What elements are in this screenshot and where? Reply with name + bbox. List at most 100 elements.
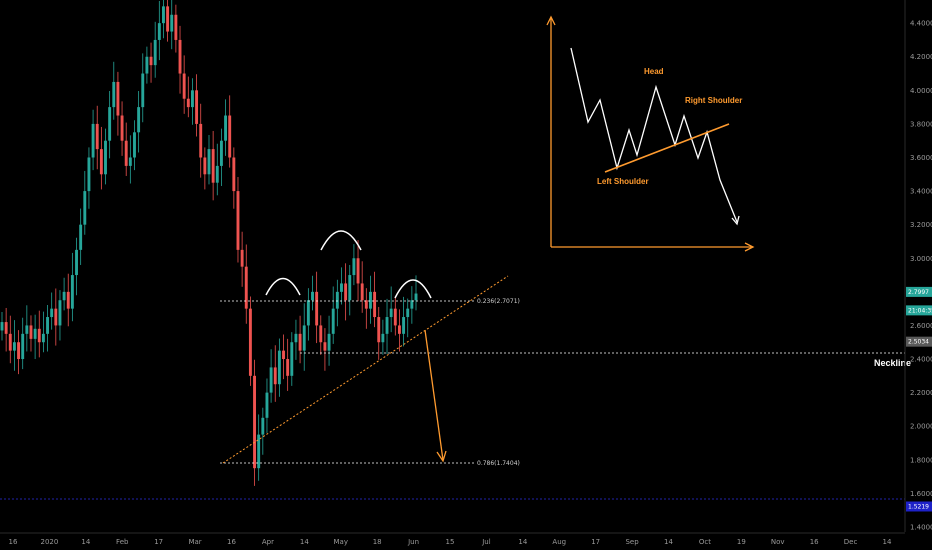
candle-body xyxy=(236,191,240,250)
candle-body xyxy=(62,291,66,301)
price-tick-label: 3.4000 xyxy=(910,188,932,196)
candles-layer xyxy=(0,0,418,486)
uptrend-line xyxy=(222,275,509,464)
price-tag-label: 2.7997 xyxy=(908,289,929,296)
price-tick-label: 4.2000 xyxy=(910,53,932,61)
time-tick-label: Dec xyxy=(844,538,858,546)
candle-body xyxy=(190,90,194,108)
candle-body xyxy=(356,258,360,284)
candle-body xyxy=(335,291,339,309)
candle-body xyxy=(286,359,290,376)
price-tag-label: 21:04:35 xyxy=(908,307,932,314)
candle-body xyxy=(265,392,269,418)
candle-body xyxy=(195,90,199,124)
candle-body xyxy=(153,39,157,66)
fib-level-0236-label: 0.236(2.7071) xyxy=(477,298,520,305)
price-tick-label: 1.8000 xyxy=(910,456,932,464)
candle-body xyxy=(128,157,132,166)
price-tick-label: 4.0000 xyxy=(910,87,932,95)
candle-body xyxy=(25,325,29,334)
time-tick-label: 17 xyxy=(154,538,163,546)
candle-body xyxy=(319,325,323,343)
candle-body xyxy=(244,266,248,309)
candle-body xyxy=(240,249,244,267)
time-tick-label: Apr xyxy=(262,538,274,546)
inset-right-shoulder-label: Right Shoulder xyxy=(685,96,742,105)
price-tag-box xyxy=(906,305,932,316)
candle-body xyxy=(186,98,190,108)
candle-body xyxy=(369,291,372,309)
candle-body xyxy=(133,132,136,158)
price-tag-box xyxy=(906,501,932,512)
annotations-layer: 0.236(2.7071) 0.786(1.7404) Neckline xyxy=(0,230,911,500)
candle-body xyxy=(157,23,161,40)
candle-body xyxy=(410,300,414,309)
candle-body xyxy=(95,123,99,150)
candle-body xyxy=(402,317,406,334)
candle-body xyxy=(104,140,107,175)
time-tick-label: 14 xyxy=(518,538,527,546)
candle-body xyxy=(327,333,331,351)
candle-body xyxy=(311,291,314,301)
inset-price-arrowhead xyxy=(731,215,740,226)
price-tags: 2.7997 21:04:35 2.5034 1.5219 xyxy=(906,286,932,512)
candle-body xyxy=(0,322,4,331)
time-tick-label: 2020 xyxy=(41,538,59,546)
candle-body xyxy=(124,140,128,166)
candle-body xyxy=(248,308,252,376)
candle-body xyxy=(141,73,145,108)
price-tick-label: 2.0000 xyxy=(910,423,932,431)
fib-level-0786-label: 0.786(1.7404) xyxy=(477,460,520,467)
candle-body xyxy=(282,350,285,360)
candle-body xyxy=(215,165,219,183)
candle-body xyxy=(145,56,149,74)
price-tick-label: 1.4000 xyxy=(910,523,932,531)
candle-body xyxy=(302,325,306,351)
inset-x-axis-arrowhead xyxy=(744,242,755,252)
candle-body xyxy=(360,283,364,301)
candle-body xyxy=(178,39,182,74)
time-tick-label: Sep xyxy=(625,538,639,546)
candle-body xyxy=(306,300,310,326)
price-tag-label: 2.5034 xyxy=(908,339,929,346)
time-tick-label: Jul xyxy=(481,538,491,546)
candle-body xyxy=(261,417,265,435)
candle-body xyxy=(414,293,418,301)
candle-body xyxy=(352,258,356,276)
candle-body xyxy=(170,14,174,32)
price-tag-box xyxy=(906,336,932,347)
time-tick-label: 17 xyxy=(591,538,600,546)
time-tick-label: May xyxy=(334,538,348,546)
candle-body xyxy=(120,115,124,141)
candle-body xyxy=(108,107,112,141)
candle-body xyxy=(203,157,207,175)
candle-body xyxy=(294,333,298,343)
candle-body xyxy=(219,140,223,166)
candle-body xyxy=(54,308,58,326)
candle-body xyxy=(17,342,21,360)
candle-body xyxy=(75,249,78,276)
candle-body xyxy=(182,73,186,99)
time-tick-label: Oct xyxy=(699,538,711,546)
candle-body xyxy=(340,283,343,292)
candle-body xyxy=(228,115,232,158)
candle-body xyxy=(377,317,381,343)
price-tick-label: 3.2000 xyxy=(910,221,932,229)
candle-body xyxy=(397,325,401,334)
head-arc xyxy=(320,230,362,251)
neckline-label: Neckline xyxy=(874,358,911,368)
candle-body xyxy=(4,322,8,334)
candle-body xyxy=(269,367,273,393)
time-axis[interactable]: 16 2020 14 Feb 17 Mar 16 Apr 14 May 18 Jun 15 Jul 14 Au… xyxy=(0,532,905,546)
projection-arrow xyxy=(424,329,444,461)
candle-body xyxy=(364,300,368,309)
inset-y-axis-arrowhead xyxy=(546,15,556,26)
candle-body xyxy=(149,56,153,66)
left-shoulder-arc xyxy=(265,277,301,296)
candle-body xyxy=(298,333,302,351)
candle-body xyxy=(58,300,62,326)
inset-left-shoulder-label: Left Shoulder xyxy=(597,177,649,186)
candle-body xyxy=(137,107,141,133)
